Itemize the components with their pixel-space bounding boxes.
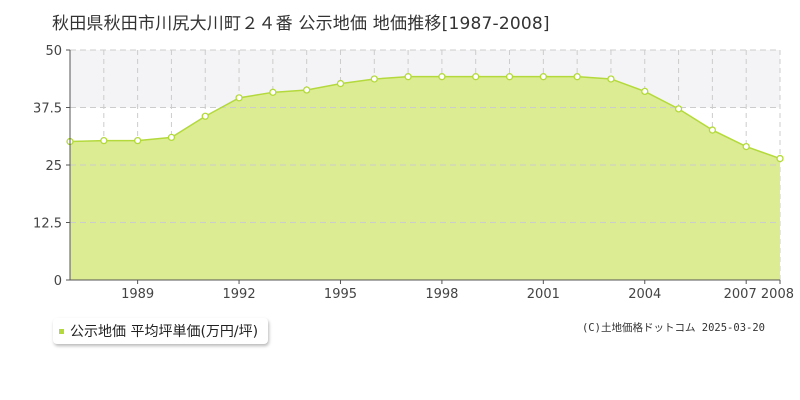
y-tick-label: 50	[45, 44, 62, 59]
y-tick-label: 37.5	[33, 102, 62, 117]
data-point	[269, 88, 277, 96]
data-point	[674, 105, 683, 113]
data-point	[472, 73, 480, 81]
y-tick-label: 0	[54, 274, 62, 289]
data-point	[100, 136, 108, 145]
x-tick-label: 1992	[223, 287, 256, 302]
data-point	[776, 154, 784, 163]
horizontal-gridlines	[70, 49, 780, 223]
x-tick-label: 1995	[324, 287, 357, 302]
data-point	[607, 75, 615, 83]
data-point	[573, 73, 581, 81]
y-tick-label: 12.5	[33, 217, 62, 232]
price-line	[69, 75, 781, 160]
data-point	[201, 112, 209, 120]
data-point	[708, 126, 717, 134]
chart-title: 秋田県秋田市川尻大川町２４番 公示地価 地価推移[1987-2008]	[52, 14, 550, 34]
data-point	[539, 73, 547, 81]
y-axis-ticks: 0 12.5 25 37.5 50	[33, 44, 70, 289]
price-chart: 0 12.5 25 37.5 50 1989 1992 1995 1998 2001 2004 20…	[33, 44, 794, 302]
x-axis-ticks: 1989 1992 1995 1998 2001 2004 2007 2008	[121, 280, 794, 302]
data-markers	[66, 73, 784, 163]
data-point	[167, 133, 176, 142]
data-point	[133, 136, 142, 145]
price-area	[70, 76, 780, 281]
data-point	[641, 87, 649, 96]
copyright: (C)土地価格ドットコム 2025-03-20	[581, 322, 765, 334]
data-point	[235, 94, 243, 102]
x-tick-label: 2004	[628, 287, 661, 302]
x-tick-label: 1989	[121, 287, 154, 302]
data-point	[370, 75, 378, 83]
data-point	[438, 73, 446, 81]
x-tick-label: 1998	[425, 287, 458, 302]
data-point	[404, 73, 412, 81]
x-tick-label: 2001	[527, 287, 560, 302]
x-tick-label: 2008	[761, 287, 794, 302]
legend-label: 公示地価 平均坪単価(万円/坪)	[70, 324, 259, 340]
x-tick-label: 2007	[724, 287, 757, 302]
legend: 公示地価 平均坪単価(万円/坪)	[53, 318, 269, 344]
y-tick-label: 25	[45, 159, 62, 174]
legend-swatch	[59, 328, 64, 334]
data-point	[303, 86, 311, 94]
data-point	[505, 73, 514, 81]
data-point	[336, 79, 345, 88]
data-point	[742, 142, 750, 151]
